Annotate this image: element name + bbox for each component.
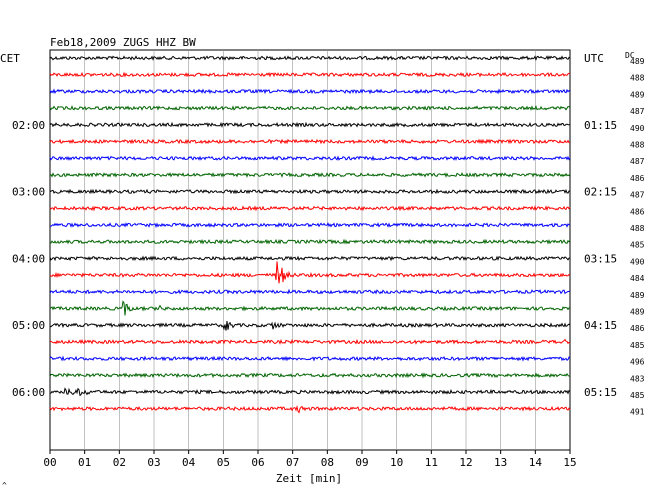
x-tick-label: 03 [147, 456, 160, 469]
dc-value: 484 [630, 274, 645, 283]
x-tick-label: 13 [494, 456, 507, 469]
seismic-trace [49, 387, 571, 397]
dc-value: 490 [630, 257, 645, 266]
dc-value: 485 [630, 391, 645, 400]
x-axis-label: Zeit [min] [276, 472, 342, 485]
left-zone-label: CET [0, 52, 20, 65]
seismic-trace [49, 138, 571, 145]
x-tick-label: 10 [390, 456, 403, 469]
x-tick-label: 00 [43, 456, 56, 469]
seismic-trace [49, 105, 571, 111]
right-hour-label: 04:15 [584, 319, 617, 332]
dc-value: 483 [630, 374, 645, 383]
left-hour-label: 05:00 [12, 319, 45, 332]
seismic-trace [49, 255, 570, 262]
x-tick-label: 12 [459, 456, 472, 469]
dc-value: 487 [630, 157, 645, 166]
seismic-trace [49, 338, 571, 345]
dc-value: 488 [630, 224, 645, 233]
x-tick-label: 04 [182, 456, 196, 469]
x-tick-label: 09 [355, 456, 368, 469]
seismic-trace [49, 155, 571, 162]
x-tick-label: 11 [425, 456, 438, 469]
right-hour-label: 02:15 [584, 186, 617, 199]
seismic-trace [49, 71, 570, 78]
dc-value: 486 [630, 207, 645, 216]
dc-value: 489 [630, 90, 645, 99]
x-tick-label: 07 [286, 456, 299, 469]
right-hour-label: 01:15 [584, 119, 617, 132]
dc-value: 490 [630, 124, 645, 133]
seismic-trace [49, 171, 571, 178]
dc-value: 486 [630, 174, 645, 183]
x-tick-label: 14 [529, 456, 543, 469]
right-hour-label: 03:15 [584, 252, 617, 265]
seismic-trace [49, 372, 571, 379]
x-tick-label: 05 [217, 456, 230, 469]
dc-value: 485 [630, 241, 645, 250]
right-hour-label: 05:15 [584, 386, 617, 399]
dc-value: 488 [630, 74, 645, 83]
dc-value: 489 [630, 57, 645, 66]
x-tick-label: 02 [113, 456, 126, 469]
trace-labels: 02:00 03:00 04:00 05:00 06:00 UTC 01:15 02:15 03… [12, 52, 645, 417]
seismic-trace [49, 55, 571, 61]
seismic-trace [49, 205, 571, 212]
dc-label: DC [625, 51, 635, 60]
left-hour-label: 02:00 [12, 119, 45, 132]
seismic-trace [49, 188, 571, 195]
dc-value: 496 [630, 358, 645, 367]
seismic-trace [49, 261, 571, 284]
traces [49, 55, 571, 414]
dc-value: 488 [630, 141, 645, 150]
x-axis: 00 01 02 03 04 05 06 07 08 09 10 11 12 13 14 15 [43, 450, 577, 469]
plot-frame [49, 49, 571, 451]
seismic-trace [49, 355, 571, 362]
seismic-trace [50, 222, 571, 229]
seismic-trace [49, 288, 571, 295]
seismic-trace [49, 121, 571, 128]
seismic-trace [49, 238, 571, 245]
x-tick-label: 08 [321, 456, 334, 469]
dc-value: 487 [630, 107, 645, 116]
seismic-trace [49, 404, 571, 414]
grid [49, 49, 571, 451]
chart-title: Feb18,2009 ZUGS HHZ BW [50, 36, 196, 49]
seismic-trace [49, 300, 571, 316]
corner-mark: ^ [2, 481, 7, 490]
left-hour-label: 03:00 [12, 186, 45, 199]
dc-value: 491 [630, 408, 645, 417]
left-hour-label: 04:00 [12, 252, 45, 265]
dc-value: 485 [630, 341, 645, 350]
x-tick-label: 06 [251, 456, 264, 469]
left-hour-label: 06:00 [12, 386, 45, 399]
seismic-trace [49, 321, 571, 331]
right-hour-label: UTC [584, 52, 604, 65]
dc-value: 489 [630, 308, 645, 317]
x-tick-label: 15 [563, 456, 576, 469]
seismic-trace [49, 88, 571, 95]
dc-value: 489 [630, 291, 645, 300]
x-tick-label: 01 [78, 456, 91, 469]
dc-value: 486 [630, 324, 645, 333]
dc-value: 487 [630, 191, 645, 200]
